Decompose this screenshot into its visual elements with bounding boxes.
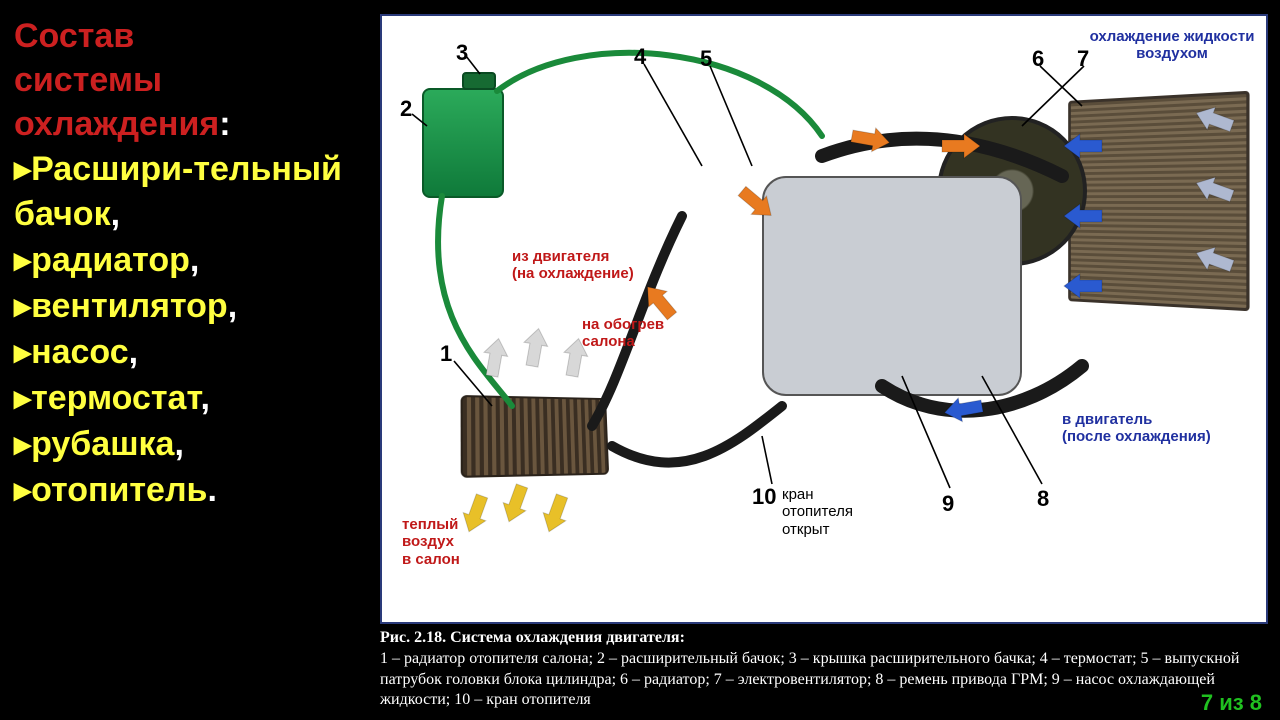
diagram-label: в двигатель(после охлаждения) (1062, 411, 1262, 446)
component-list: ▸Расшири-тельный бачок,▸радиатор,▸вентил… (14, 147, 374, 514)
callout-6: 6 (1032, 46, 1044, 72)
list-item: ▸рубашка, (14, 422, 374, 468)
figure-caption: Рис. 2.18. Система охлаждения двигателя:… (380, 628, 1268, 711)
callout-9: 9 (942, 491, 954, 517)
caption-body: 1 – радиатор отопителя салона; 2 – расши… (380, 650, 1239, 709)
diagram-label: кранотопителяоткрыт (782, 486, 902, 538)
list-item: ▸насос, (14, 330, 374, 376)
title-line-1: Состав (14, 17, 134, 55)
title-line-3: охлаждения (14, 105, 219, 143)
diagram-label: охлаждение жидкостивоздухом (1082, 28, 1262, 63)
callout-10: 10 (752, 484, 776, 510)
callout-3: 3 (456, 40, 468, 66)
list-item: ▸термостат, (14, 376, 374, 422)
list-item: ▸вентилятор, (14, 284, 374, 330)
title-line-2: системы (14, 61, 162, 99)
diagram-label: на обогревсалона (582, 316, 702, 351)
callout-8: 8 (1037, 486, 1049, 512)
callout-4: 4 (634, 44, 646, 70)
diagram-panel: 12345678910охлаждение жидкостивоздухомиз… (380, 14, 1268, 624)
callout-5: 5 (700, 46, 712, 72)
list-item: ▸отопитель. (14, 468, 374, 514)
callout-2: 2 (400, 96, 412, 122)
callout-1: 1 (440, 341, 452, 367)
diagram-label: из двигателя(на охлаждение) (512, 248, 672, 283)
caption-title: Рис. 2.18. Система охлаждения двигателя: (380, 629, 685, 646)
diagram-label: теплыйвоздухв салон (402, 516, 502, 568)
page-indicator: 7 из 8 (1201, 690, 1262, 716)
list-item: ▸радиатор, (14, 238, 374, 284)
slide-title: Состав системы охлаждения: (14, 14, 374, 147)
left-text-panel: Состав системы охлаждения: ▸Расшири-тель… (14, 14, 374, 514)
list-item: ▸Расшири-тельный бачок, (14, 147, 374, 239)
